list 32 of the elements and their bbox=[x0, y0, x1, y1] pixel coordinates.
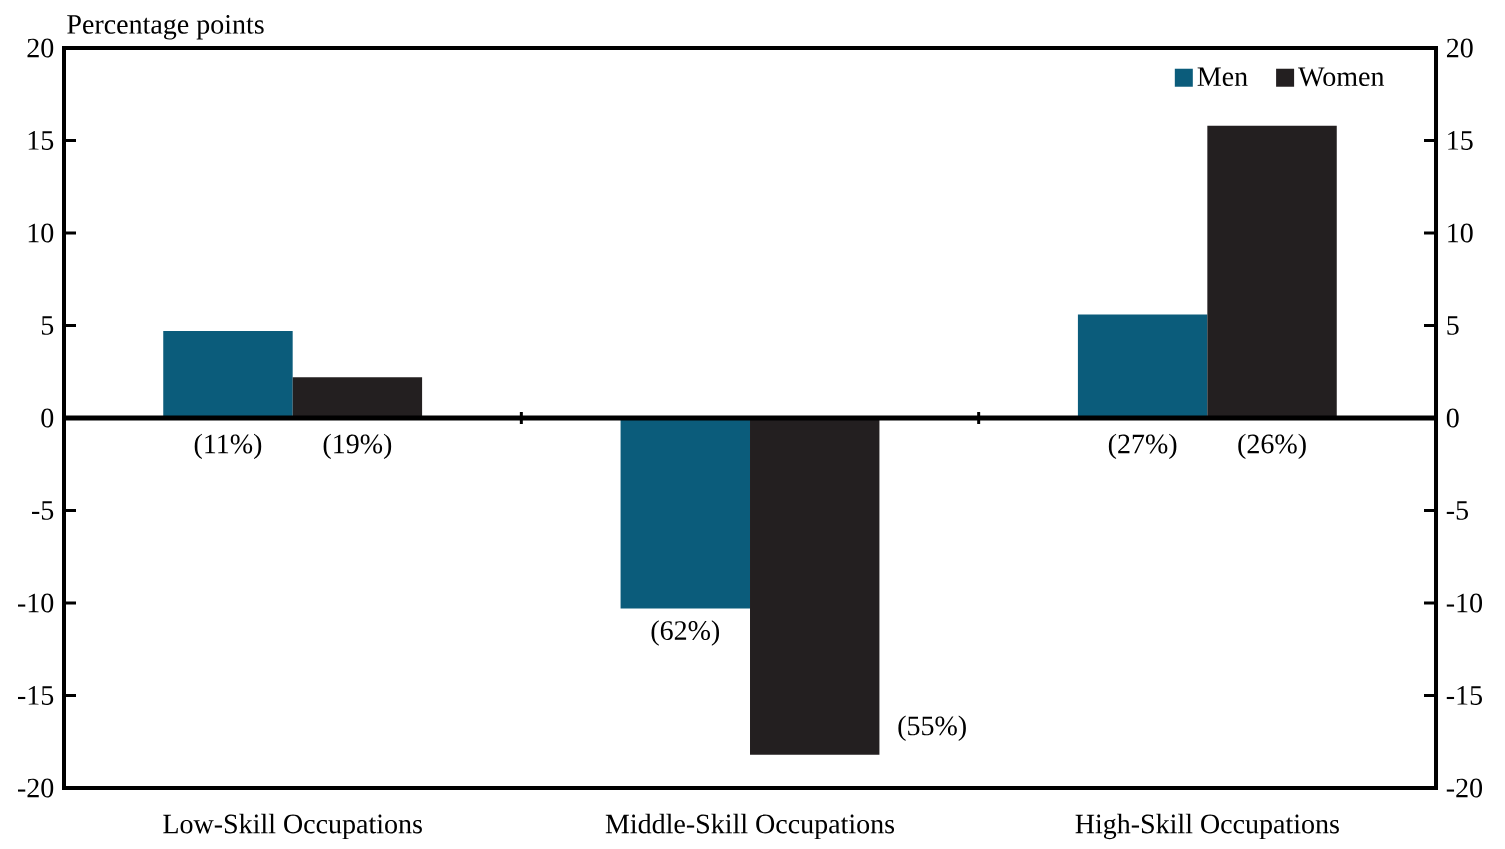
legend-label: Women bbox=[1298, 67, 1385, 87]
annotation: (11%) bbox=[194, 433, 262, 460]
y2-tick-label: -15 bbox=[1446, 686, 1482, 706]
y-tick-label: 20 bbox=[27, 38, 54, 58]
y2-tick-label: 20 bbox=[1446, 38, 1473, 58]
x-tick-label: Middle-Skill Occupations bbox=[605, 813, 895, 840]
y-axis-title: Percentage points bbox=[67, 15, 264, 40]
y-tick-label: -20 bbox=[17, 778, 54, 798]
annotation: (55%) bbox=[898, 715, 966, 742]
y-tick-label: 10 bbox=[28, 223, 54, 243]
y2-tick-label: -20 bbox=[1446, 778, 1483, 798]
y-tick-label: 0 bbox=[41, 408, 54, 428]
annotation: (19%) bbox=[323, 433, 392, 460]
annotation: (62%) bbox=[651, 620, 720, 646]
y-tick-label: -15 bbox=[17, 686, 54, 706]
y2-tick-label: -5 bbox=[1446, 501, 1468, 521]
x-tick-label: Low-Skill Occupations bbox=[163, 813, 422, 840]
bar bbox=[620, 418, 751, 609]
x-tick-label: High-Skill Occupations bbox=[1075, 813, 1339, 840]
y-tick-label: -10 bbox=[17, 593, 54, 613]
y2-tick-label: 5 bbox=[1447, 316, 1459, 336]
y-tick-label: -5 bbox=[31, 501, 54, 521]
y2-tick-label: 15 bbox=[1448, 131, 1473, 151]
y-tick-label: 15 bbox=[28, 131, 54, 151]
bar bbox=[750, 418, 880, 755]
legend-label: Men bbox=[1197, 67, 1248, 87]
y2-tick-label: -10 bbox=[1446, 593, 1483, 613]
y2-tick-label: 0 bbox=[1446, 408, 1459, 428]
y-tick-label: 5 bbox=[41, 316, 54, 336]
y2-tick-label: 10 bbox=[1448, 223, 1473, 243]
annotation: (27%) bbox=[1108, 433, 1177, 460]
annotation: (26%) bbox=[1238, 433, 1306, 460]
